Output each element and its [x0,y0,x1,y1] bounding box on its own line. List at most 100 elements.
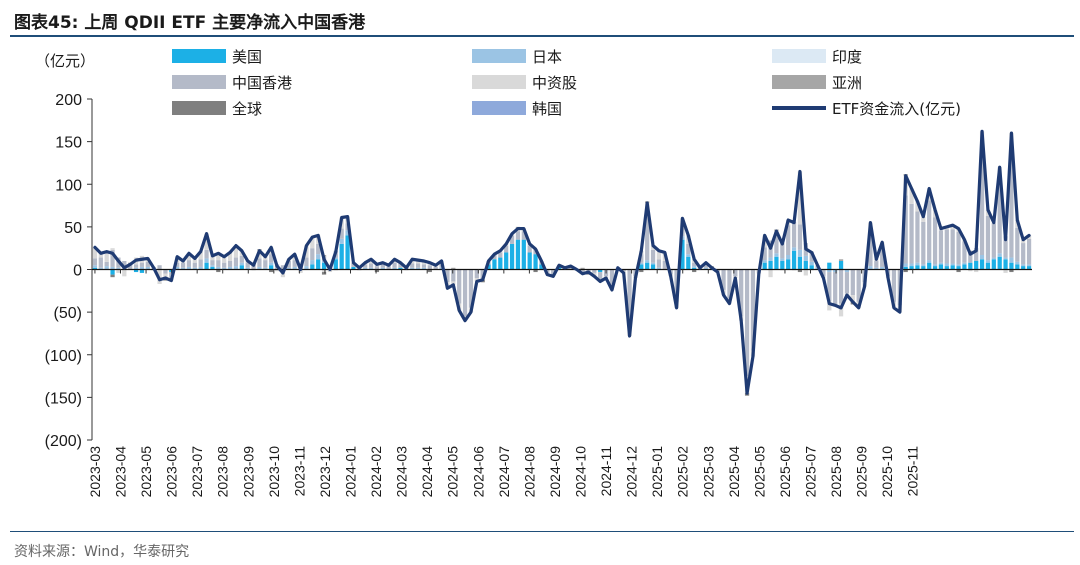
bar-segment [850,269,855,296]
y-tick-label: (100) [45,348,82,365]
legend-swatch [172,101,226,115]
bar-segment [410,263,415,268]
y-tick-label: 150 [55,135,82,152]
bar-segment [116,269,121,273]
bar-segment [797,249,803,257]
x-tick-label: 2025-11 [905,446,921,497]
bar-segment [515,239,521,270]
bar-segment [639,262,644,265]
x-axis-ticks: 2023-03 2023-04 2023-05 2023-06 2023-07 2023-… [87,446,921,498]
bar-segment [527,245,532,253]
legend-label: 中资股 [532,74,577,92]
bar-segment [1009,257,1014,263]
bar-segment [656,267,662,270]
bar-segment [780,243,785,259]
bar-segment [133,269,139,273]
bar-segment [985,260,991,263]
bar-segment [316,259,321,270]
bar-segment [938,230,944,263]
bar-segment [1003,269,1008,273]
x-tick-label: 2023-10 [266,446,282,498]
x-tick-label: 2024-12 [624,446,640,498]
bar-segment [269,265,274,270]
x-tick-label: 2024-05 [445,446,461,498]
bar-segment [1003,257,1008,260]
bar-segment [991,223,996,258]
bar-segment [139,262,145,267]
bar-segment [192,262,197,268]
bar-segment [157,265,162,270]
bar-segment [744,269,750,377]
bar-segment [762,260,767,263]
bar-segment [316,254,321,260]
bar-segment [410,267,415,270]
bar-segment [145,261,150,267]
bar-segment [921,266,926,270]
y-tick-label: 50 [64,220,82,237]
bar-segment [803,260,808,270]
bar-segment [451,267,456,270]
bar-segment [692,267,697,270]
bar-segment [263,267,268,270]
bar-segment [310,248,315,261]
bar-segment [351,262,356,267]
bar-segment [1021,264,1026,267]
bar-segment [521,231,526,240]
bar-segment [932,264,938,267]
bar-segment [821,269,826,277]
bar-segment [838,259,844,261]
bar-segment [997,256,1002,270]
bar-segment [880,266,885,270]
legend-swatch [472,75,526,89]
legend-label: ETF资金流入(亿元) [832,100,961,118]
bar-segment [304,257,309,267]
bar-segment [927,262,932,270]
bar-segment [392,262,397,268]
bar-segment [427,269,432,273]
bar-segment [216,260,221,267]
bar-segment [498,252,503,258]
bar-segment [498,257,503,270]
bar-segment [468,269,474,308]
bar-segment [163,269,168,274]
bar-segment [92,247,98,259]
bar-segment [838,260,844,270]
bar-segment [921,221,926,265]
x-tick-label: 2024-06 [470,446,486,498]
bar-segment [180,267,186,270]
bar-segment [186,260,192,267]
bar-segment [662,260,667,270]
bar-segment [239,262,244,266]
bar-segment [650,249,656,263]
bar-segment [286,260,291,268]
bar-segment [874,260,879,268]
y-tick-label: (150) [45,390,82,407]
bar-segment [333,259,338,270]
bar-segment [251,264,256,270]
x-tick-label: 2025-06 [777,446,793,498]
bar-segment [985,262,991,270]
x-tick-label: 2024-07 [496,446,512,498]
bar-segment [645,260,650,263]
bar-segment [210,255,215,261]
bar-segment [791,247,797,251]
bar-segment [492,259,497,270]
bar-segment [774,256,779,270]
bar-segment [274,269,280,272]
bar-segment [868,231,873,267]
bar-segment [210,265,215,267]
bar-segment [956,266,961,270]
bar-segment [280,272,286,278]
chart-title: 图表45: 上周 QDII ETF 主要净流入中国香港 [14,13,366,33]
bar-segment [139,266,145,270]
bar-segment [457,269,462,304]
bar-segment [192,258,197,263]
bar-segment [92,267,98,270]
title-rule [10,35,1074,37]
bar-segment [521,239,526,270]
axes [91,99,1032,440]
bar-segment [915,265,920,270]
x-tick-label: 2023-09 [240,446,256,498]
bar-segment [909,188,914,204]
bar-segment [786,225,791,256]
